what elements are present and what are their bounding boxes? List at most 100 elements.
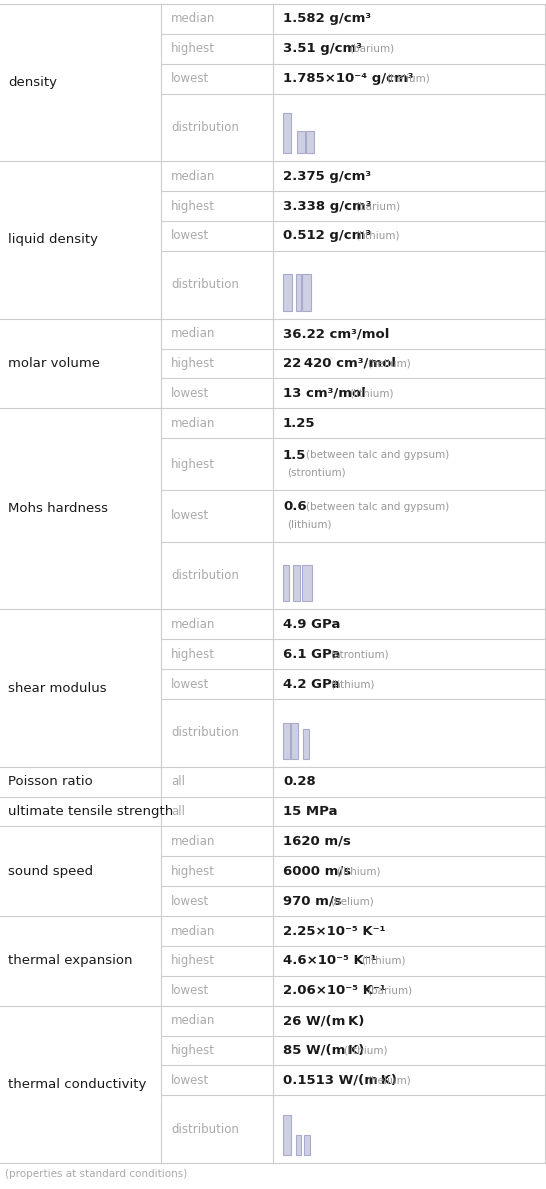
Text: (lithium): (lithium): [287, 520, 331, 529]
Text: 3.51 g/cm³: 3.51 g/cm³: [283, 43, 362, 56]
Bar: [296, 1135, 301, 1155]
Text: median: median: [171, 618, 215, 631]
Text: 4.2 GPa: 4.2 GPa: [283, 678, 340, 691]
Bar: [296, 275, 301, 310]
Text: 1620 m/s: 1620 m/s: [283, 835, 351, 848]
Bar: [283, 565, 289, 602]
Bar: [306, 131, 314, 153]
Text: (strontium): (strontium): [287, 467, 346, 478]
Bar: [283, 1114, 292, 1155]
Text: (properties at standard conditions): (properties at standard conditions): [5, 1169, 187, 1179]
Text: 4.9 GPa: 4.9 GPa: [283, 618, 340, 631]
Text: 4.6×10⁻⁵ K⁻¹: 4.6×10⁻⁵ K⁻¹: [283, 955, 377, 968]
Text: thermal conductivity: thermal conductivity: [8, 1078, 146, 1090]
Text: median: median: [171, 925, 215, 937]
Bar: [283, 723, 290, 759]
Text: distribution: distribution: [171, 726, 239, 740]
Text: lowest: lowest: [171, 984, 209, 998]
Text: ultimate tensile strength: ultimate tensile strength: [8, 805, 173, 818]
Text: highest: highest: [171, 458, 215, 471]
Text: (lithium): (lithium): [361, 956, 406, 965]
Text: Poisson ratio: Poisson ratio: [8, 775, 93, 788]
Text: (helium): (helium): [386, 74, 430, 83]
Text: 1.785×10⁻⁴ g/cm³: 1.785×10⁻⁴ g/cm³: [283, 73, 413, 86]
Text: 6.1 GPa: 6.1 GPa: [283, 648, 340, 661]
Bar: [283, 113, 292, 153]
Text: 0.6: 0.6: [283, 501, 307, 514]
Text: highest: highest: [171, 1044, 215, 1057]
Text: (lithium): (lithium): [343, 1045, 387, 1056]
Text: highest: highest: [171, 200, 215, 213]
Text: 3.338 g/cm³: 3.338 g/cm³: [283, 200, 371, 213]
Text: 36.22 cm³/mol: 36.22 cm³/mol: [283, 327, 389, 340]
Text: median: median: [171, 416, 215, 429]
Text: all: all: [171, 775, 185, 788]
Text: 2.375 g/cm³: 2.375 g/cm³: [283, 170, 371, 183]
Text: lowest: lowest: [171, 509, 209, 522]
Text: 2.25×10⁻⁵ K⁻¹: 2.25×10⁻⁵ K⁻¹: [283, 925, 385, 937]
Text: 1.5: 1.5: [283, 448, 306, 461]
Text: (strontium): (strontium): [330, 649, 389, 659]
Text: 0.1513 W/(m K): 0.1513 W/(m K): [283, 1074, 397, 1087]
Text: distribution: distribution: [171, 1122, 239, 1135]
Bar: [291, 723, 298, 759]
Text: highest: highest: [171, 357, 215, 370]
Text: (helium): (helium): [330, 897, 374, 906]
Bar: [302, 275, 311, 310]
Bar: [293, 565, 300, 602]
Text: 15 MPa: 15 MPa: [283, 805, 337, 818]
Bar: [296, 131, 305, 153]
Text: thermal expansion: thermal expansion: [8, 955, 133, 968]
Text: lowest: lowest: [171, 1074, 209, 1087]
Text: lowest: lowest: [171, 229, 209, 243]
Text: 0.28: 0.28: [283, 775, 316, 788]
Text: lowest: lowest: [171, 386, 209, 400]
Text: (between talc and gypsum): (between talc and gypsum): [306, 502, 450, 512]
Text: 6000 m/s: 6000 m/s: [283, 864, 351, 877]
Text: sound speed: sound speed: [8, 864, 93, 877]
Text: 2.06×10⁻⁵ K⁻¹: 2.06×10⁻⁵ K⁻¹: [283, 984, 386, 998]
Text: median: median: [171, 835, 215, 848]
Text: (between talc and gypsum): (between talc and gypsum): [306, 451, 450, 460]
Text: density: density: [8, 76, 57, 89]
Text: all: all: [171, 805, 185, 818]
Bar: [303, 729, 309, 759]
Text: highest: highest: [171, 648, 215, 661]
Text: median: median: [171, 170, 215, 183]
Text: lowest: lowest: [171, 678, 209, 691]
Text: highest: highest: [171, 864, 215, 877]
Text: Mohs hardness: Mohs hardness: [8, 502, 108, 515]
Text: (lithium): (lithium): [330, 679, 375, 690]
Text: 970 m/s: 970 m/s: [283, 894, 342, 907]
Text: 0.512 g/cm³: 0.512 g/cm³: [283, 229, 371, 243]
Text: (helium): (helium): [367, 358, 411, 369]
Text: lowest: lowest: [171, 73, 209, 86]
Text: highest: highest: [171, 955, 215, 968]
Text: median: median: [171, 1014, 215, 1027]
Text: 13 cm³/mol: 13 cm³/mol: [283, 386, 366, 400]
Text: 1.25: 1.25: [283, 416, 316, 429]
Text: shear modulus: shear modulus: [8, 681, 106, 694]
Text: (barium): (barium): [355, 201, 400, 212]
Text: distribution: distribution: [171, 121, 239, 134]
Text: highest: highest: [171, 43, 215, 56]
Bar: [302, 565, 312, 602]
Text: (lithium): (lithium): [355, 231, 400, 241]
Text: distribution: distribution: [171, 570, 239, 583]
Text: 85 W/(m K): 85 W/(m K): [283, 1044, 364, 1057]
Text: 22 420 cm³/mol: 22 420 cm³/mol: [283, 357, 396, 370]
Text: 26 W/(m K): 26 W/(m K): [283, 1014, 364, 1027]
Text: lowest: lowest: [171, 894, 209, 907]
Text: median: median: [171, 327, 215, 340]
Text: molar volume: molar volume: [8, 357, 100, 370]
Text: median: median: [171, 12, 215, 25]
Text: (barium): (barium): [367, 986, 413, 995]
Bar: [304, 1135, 310, 1155]
Text: (lithium): (lithium): [349, 389, 394, 398]
Text: (helium): (helium): [367, 1075, 411, 1086]
Text: (barium): (barium): [349, 44, 394, 54]
Bar: [283, 275, 292, 310]
Text: liquid density: liquid density: [8, 233, 98, 246]
Text: (lithium): (lithium): [336, 867, 381, 876]
Text: 1.582 g/cm³: 1.582 g/cm³: [283, 12, 371, 25]
